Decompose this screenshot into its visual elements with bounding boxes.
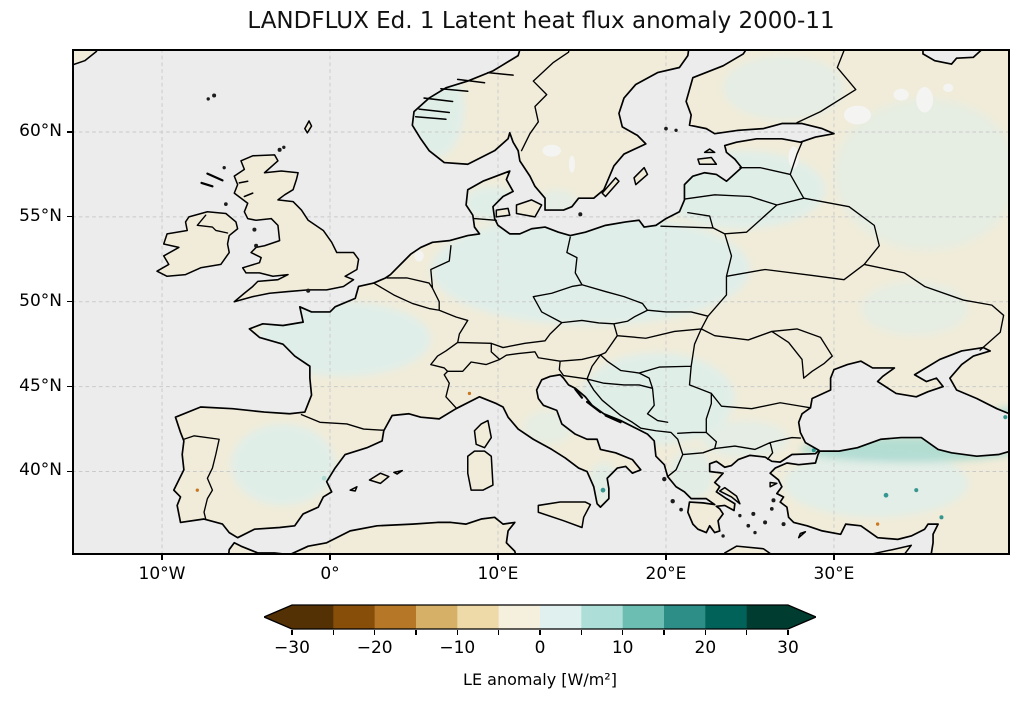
- colorbar-svg: [262, 604, 818, 630]
- x-tick-label: 10°E: [477, 564, 519, 584]
- colorbar: [262, 604, 818, 630]
- colorbar-tick-mark: [291, 630, 293, 635]
- x-tick-mark: [497, 555, 499, 560]
- map-plot-area: [72, 49, 1010, 555]
- anomaly-specks: [195, 391, 1008, 526]
- islands: [72, 49, 912, 555]
- europe-map: [72, 49, 1010, 555]
- white-sea: [922, 49, 997, 66]
- colorbar-tick-mark: [622, 630, 624, 635]
- colorbar-tick-mark: [746, 630, 748, 635]
- colorbar-tick-label: 0: [534, 638, 546, 658]
- y-tick-mark: [67, 131, 72, 133]
- x-tick-mark: [161, 555, 163, 560]
- colorbar-tick-label: −30: [274, 638, 310, 658]
- x-tick-label: 20°E: [645, 564, 687, 584]
- y-tick-label: 40°N: [19, 460, 62, 481]
- x-tick-label: 30°E: [813, 564, 855, 584]
- colorbar-tick-mark: [787, 630, 789, 635]
- figure-title: LANDFLUX Ed. 1 Latent heat flux anomaly …: [247, 8, 835, 34]
- colorbar-tick-mark: [663, 630, 665, 635]
- x-tick-mark: [329, 555, 331, 560]
- island-dots: [206, 93, 786, 538]
- lakes: [414, 83, 954, 262]
- colorbar-tick-mark: [498, 630, 500, 635]
- y-tick-label: 45°N: [19, 375, 62, 396]
- colorbar-tick-label: 10: [611, 638, 634, 658]
- map-layers: [72, 49, 1010, 555]
- graticule: [72, 49, 1010, 555]
- colorbar-axis-label: LE anomaly [W/m²]: [463, 670, 617, 689]
- colorbar-tick-mark: [580, 630, 582, 635]
- y-tick-mark: [67, 301, 72, 303]
- coast-slivers: [200, 71, 622, 424]
- x-tick-mark: [665, 555, 667, 560]
- y-tick-mark: [67, 216, 72, 218]
- colorbar-tick-mark: [374, 630, 376, 635]
- y-tick-mark: [67, 386, 72, 388]
- colorbar-tick-label: −10: [439, 638, 476, 658]
- colorbar-tick-mark: [332, 630, 334, 635]
- colorbar-tick-label: 20: [694, 638, 717, 658]
- x-tick-label: 10°W: [138, 564, 186, 584]
- colorbar-tick-label: −20: [356, 638, 393, 658]
- colorbar-tick-mark: [704, 630, 706, 635]
- x-tick-mark: [833, 555, 835, 560]
- colorbar-cells: [264, 605, 816, 629]
- y-tick-label: 55°N: [19, 205, 62, 226]
- x-tick-label: 0°: [320, 564, 340, 584]
- y-tick-label: 60°N: [19, 121, 62, 141]
- colorbar-tick-label: 30: [777, 638, 799, 658]
- y-tick-label: 50°N: [19, 290, 62, 311]
- y-tick-mark: [67, 470, 72, 473]
- colorbar-tick-mark: [456, 630, 458, 635]
- colorbar-tick-mark: [539, 630, 541, 635]
- colorbar-tick-mark: [415, 630, 417, 635]
- country-borders: [183, 49, 1005, 520]
